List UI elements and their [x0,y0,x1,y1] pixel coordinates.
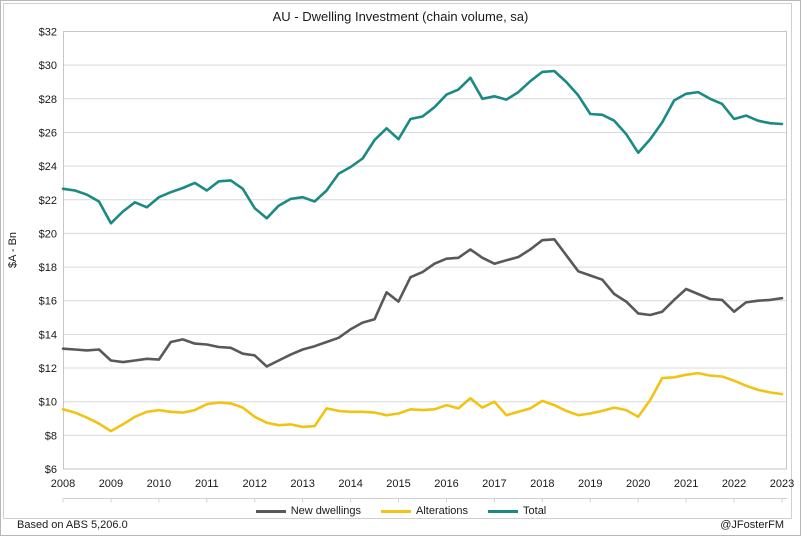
y-tick-label: $6 [45,464,57,476]
x-tick-label: 2010 [147,478,171,490]
y-tick-label: $14 [39,329,57,341]
x-axis: 2008 2009 2010 2011 2012 2013 2014 2015 2016 2017… [51,478,794,503]
author-handle: @JFosterFM [720,519,784,531]
x-tick-label: 2017 [482,478,506,490]
x-tick-label: 2020 [626,478,650,490]
legend-label: Alterations [416,505,469,517]
gridlines [63,64,787,436]
x-tick-label: 2015 [386,478,410,490]
legend-swatch [488,509,519,513]
y-tick-label: $24 [39,161,57,173]
plot-area-border [63,31,787,470]
legend-item-new-dwellings: New dwellings [255,505,362,517]
chart-frame [3,3,792,519]
x-tick-label: 2019 [578,478,602,490]
series-line-total [61,69,784,225]
x-tick-label: 2009 [99,478,123,490]
y-axis-title: $A - Bn [7,232,19,268]
y-tick-label: $8 [45,430,57,442]
series-line-new-dwellings [61,238,784,368]
x-tick-label: 2013 [290,478,314,490]
legend-item-total: Total [488,505,546,517]
x-tick-label: 2008 [51,478,75,490]
legend-label: Total [523,505,547,517]
x-tick-label: 2018 [530,478,554,490]
chart-title: AU - Dwelling Investment (chain volume, … [272,9,529,24]
y-tick-label: $10 [39,397,57,409]
x-tick-label: 2011 [195,478,219,490]
y-tick-label: $26 [39,127,57,139]
x-tick-label: 2014 [338,478,362,490]
x-tick-label: 2022 [722,478,746,490]
legend-swatch [381,509,412,513]
legend-swatch [255,509,286,513]
series-line-alterations [61,371,784,433]
x-tick-label: 2021 [674,478,698,490]
legend-label: New dwellings [290,505,362,517]
y-tick-label: $30 [39,60,57,72]
y-tick-label: $16 [39,296,57,308]
legend-item-alterations: Alterations [381,505,468,517]
y-tick-label: $28 [39,94,57,106]
source-note: Based on ABS 5,206.0 [17,519,128,531]
y-tick-label: $12 [39,363,57,375]
y-axis: $32 $30 $28 $26 $24 $22 $20 $18 $16 $14 $12 $10 $8 $6… [7,27,57,477]
x-tick-label: 2023 [770,478,794,490]
y-tick-label: $18 [39,262,57,274]
y-tick-label: $20 [39,228,57,240]
x-tick-label: 2016 [434,478,458,490]
chart-legend: New dwellings Alterations Total [41,503,761,519]
y-tick-label: $32 [39,27,57,39]
x-tick-label: 2012 [242,478,266,490]
y-tick-label: $22 [39,195,57,207]
